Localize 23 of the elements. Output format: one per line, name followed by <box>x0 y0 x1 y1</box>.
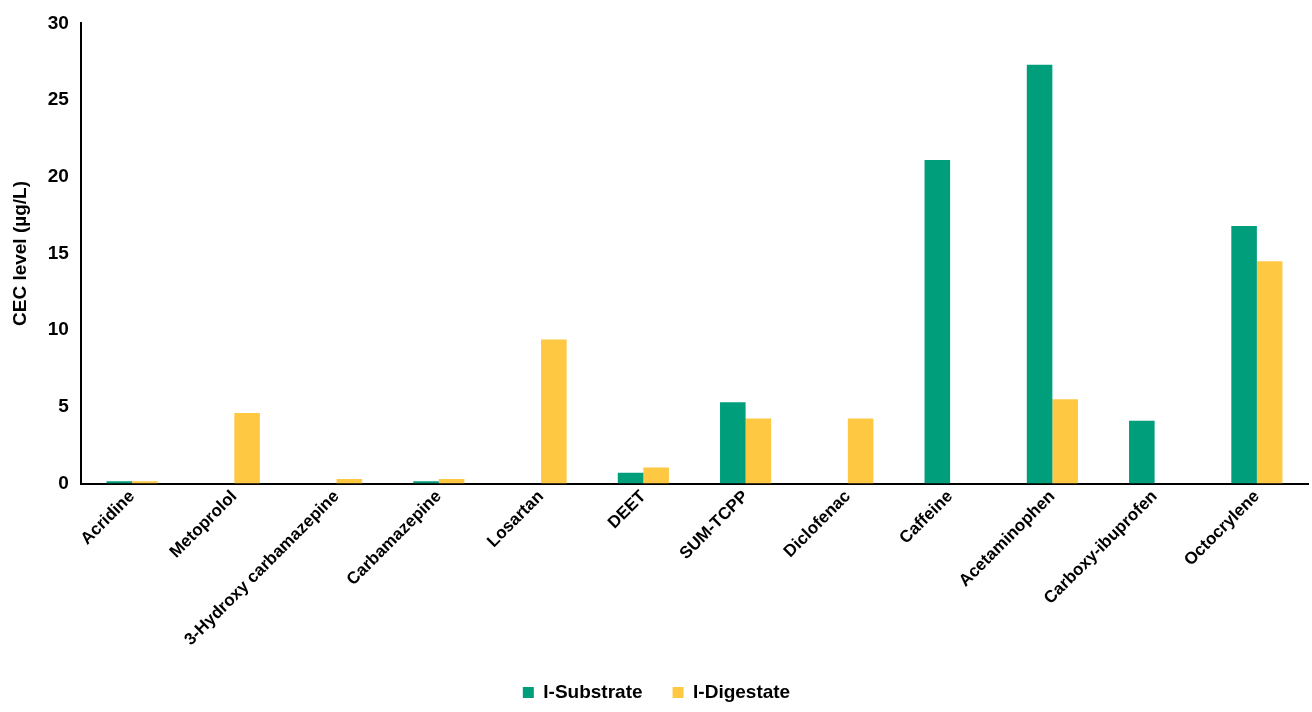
y-tick-label: 30 <box>47 11 69 33</box>
y-tick-label: 10 <box>47 318 69 340</box>
bar <box>1129 420 1155 484</box>
y-tick-label: 20 <box>47 165 69 187</box>
legend-label: I-Digestate <box>693 680 791 702</box>
bar <box>643 467 669 484</box>
bar <box>541 339 567 484</box>
y-tick-label: 15 <box>47 241 70 263</box>
bar <box>847 418 874 484</box>
y-tick-label: 25 <box>47 88 70 110</box>
y-tick-label: 0 <box>58 471 69 493</box>
bar <box>1052 399 1078 484</box>
bar <box>745 418 772 484</box>
bar <box>1026 64 1053 484</box>
bar <box>234 413 260 484</box>
bar <box>1231 225 1257 484</box>
bar <box>720 402 746 484</box>
bar <box>1256 261 1283 484</box>
bar <box>924 159 951 484</box>
bar <box>617 472 644 484</box>
y-axis-title: CEC level (µg/L) <box>8 180 30 327</box>
legend-label: I-Substrate <box>543 680 643 702</box>
y-tick-label: 5 <box>58 395 70 417</box>
